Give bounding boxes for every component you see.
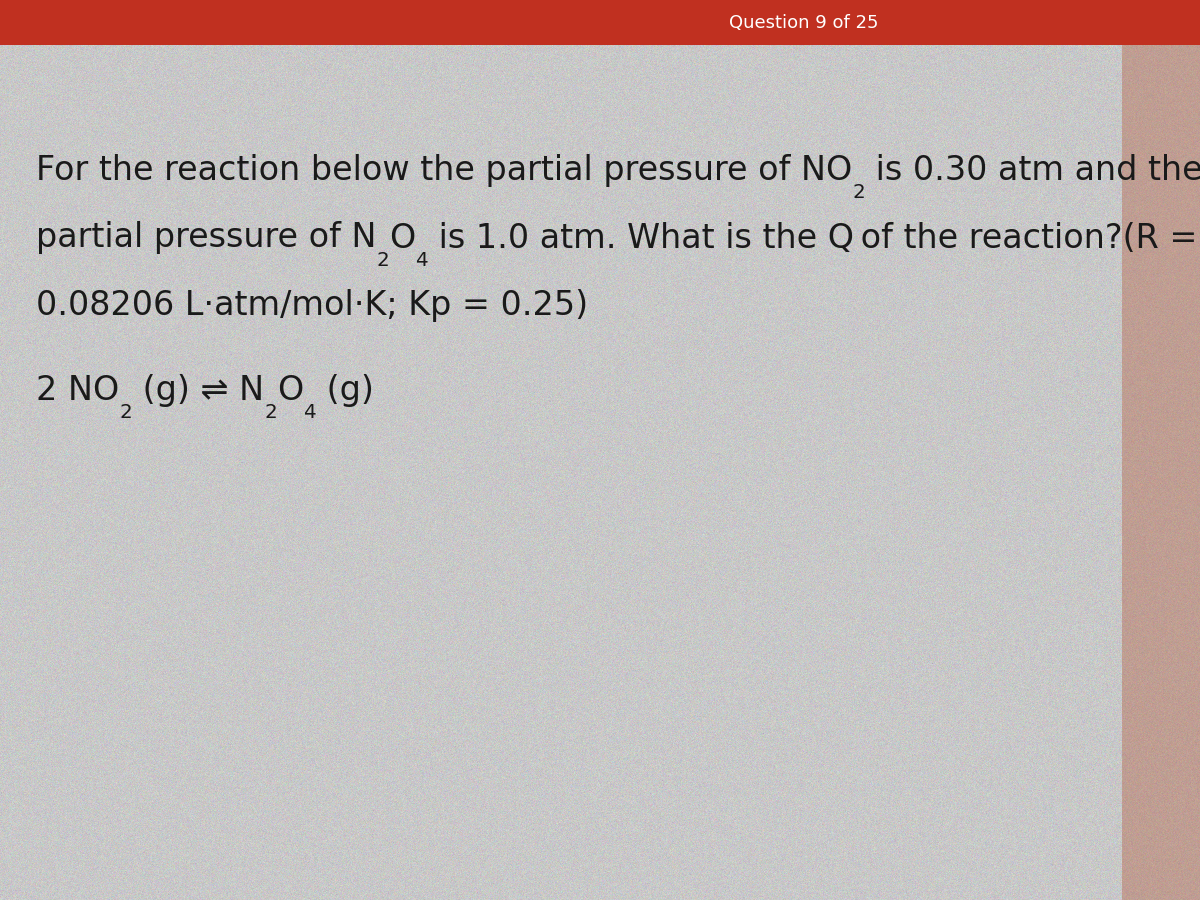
Text: 2: 2 [852, 183, 865, 202]
Text: is 1.0 atm. What is the Q of the reaction?(R =: is 1.0 atm. What is the Q of the reactio… [428, 221, 1198, 255]
Text: 4: 4 [415, 250, 428, 269]
Text: 2: 2 [119, 403, 132, 422]
Text: 2: 2 [377, 250, 389, 269]
Bar [0, 0, 1200, 45]
Text: Question 9 of 25: Question 9 of 25 [730, 14, 878, 32]
Text: partial pressure of N: partial pressure of N [36, 221, 377, 255]
Text: (g) ⇌ N: (g) ⇌ N [132, 374, 264, 408]
Text: 4: 4 [304, 403, 316, 422]
Text: For the reaction below the partial pressure of NO: For the reaction below the partial press… [36, 154, 852, 187]
Text: is 0.30 atm and the: is 0.30 atm and the [865, 154, 1200, 187]
Text: 2 NO: 2 NO [36, 374, 119, 408]
Text: 2: 2 [264, 403, 277, 422]
Text: 0.08206 L·atm/mol·K; Kp = 0.25): 0.08206 L·atm/mol·K; Kp = 0.25) [36, 289, 588, 322]
Text: O: O [389, 221, 415, 255]
Text: O: O [277, 374, 304, 408]
Bar [1122, 0, 1200, 900]
Text: (g): (g) [316, 374, 373, 408]
